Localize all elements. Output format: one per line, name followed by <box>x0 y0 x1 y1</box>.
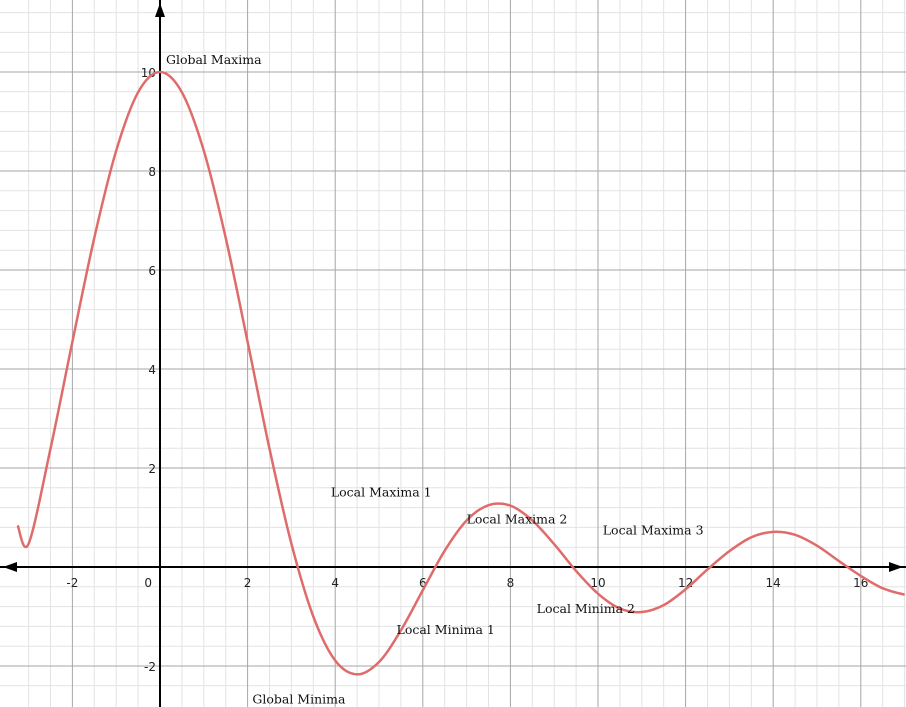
x-tick-label: 14 <box>766 576 781 590</box>
x-tick-label: 10 <box>590 576 605 590</box>
x-axis-arrow-right <box>889 562 903 572</box>
annotation-label: Local Maxima 1 <box>331 485 432 500</box>
x-tick-label: -2 <box>66 576 78 590</box>
curve-layer <box>16 70 905 676</box>
annotation-label: Local Minima 2 <box>537 601 635 616</box>
annotation-label: Global Minima <box>252 691 346 706</box>
x-tick-label: 4 <box>331 576 339 590</box>
origin-label: 0 <box>144 576 152 590</box>
y-axis-arrow-up <box>155 3 165 17</box>
function-curve <box>16 70 905 676</box>
y-tick-label: 6 <box>148 264 156 278</box>
x-tick-label: 6 <box>419 576 427 590</box>
annotation-label: Local Maxima 2 <box>467 511 568 526</box>
annotations: Global Maxima Global Minima Local Maxima 1… <box>166 52 704 706</box>
x-tick-label: 2 <box>244 576 252 590</box>
x-tick-label: 8 <box>507 576 515 590</box>
annotation-label: Local Minima 1 <box>397 622 495 637</box>
annotation-label: Local Maxima 3 <box>603 522 704 537</box>
y-tick-label: 2 <box>148 462 156 476</box>
x-axis-arrow-left <box>3 562 17 572</box>
y-tick-label: 8 <box>148 165 156 179</box>
y-tick-label: -2 <box>144 660 156 674</box>
y-tick-label: 10 <box>141 66 156 80</box>
y-tick-label: 4 <box>148 363 156 377</box>
annotation-label: Global Maxima <box>166 52 262 67</box>
